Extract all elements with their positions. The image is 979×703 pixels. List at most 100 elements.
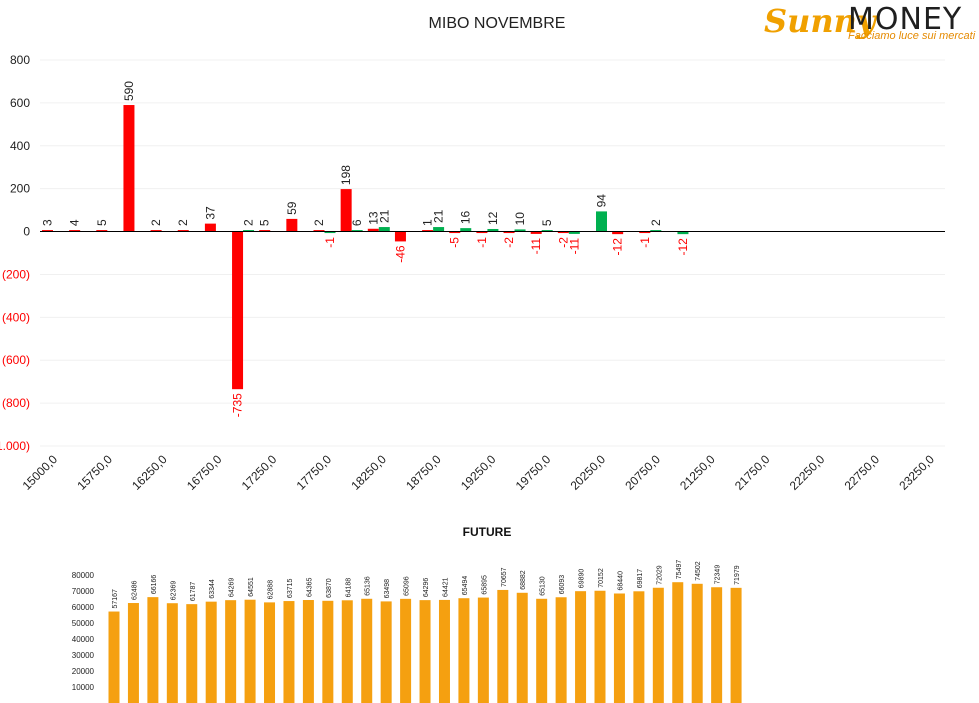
x-tick-label: 16750,0 bbox=[184, 452, 225, 493]
data-label: -1 bbox=[475, 237, 489, 248]
future-chart: FUTURE 80000 70000 60000 50000 40000 30000 2000… bbox=[72, 525, 742, 703]
data-label: 21 bbox=[432, 209, 446, 223]
future-data-label: 66166 bbox=[151, 575, 158, 595]
y-tick-label: (400) bbox=[2, 310, 30, 324]
data-label: 21 bbox=[377, 209, 391, 223]
future-data-label: 65494 bbox=[462, 576, 469, 596]
sunny-money-logo: Sunny MONEY Facciamo luce sui mercati bbox=[756, 0, 976, 44]
x-tick-label: 21250,0 bbox=[677, 452, 718, 493]
data-label: 2 bbox=[242, 219, 256, 226]
data-label: 16 bbox=[459, 210, 473, 224]
bar bbox=[394, 231, 406, 242]
future-bar bbox=[497, 589, 509, 703]
future-data-label: 74502 bbox=[695, 561, 702, 581]
y-tick-label: 200 bbox=[10, 182, 30, 196]
future-data-label: 71979 bbox=[734, 565, 741, 585]
data-label: 6 bbox=[350, 219, 364, 226]
future-data-label: 63344 bbox=[209, 579, 216, 599]
future-bar bbox=[205, 601, 217, 703]
future-bar bbox=[264, 602, 276, 703]
future-bar bbox=[127, 603, 139, 703]
data-label: 5 bbox=[258, 219, 272, 226]
x-tick-label: 19250,0 bbox=[458, 452, 499, 493]
data-label: 10 bbox=[513, 212, 527, 226]
bar bbox=[568, 231, 580, 234]
data-label: -1 bbox=[638, 237, 652, 248]
x-tick-label: 16250,0 bbox=[129, 452, 170, 493]
x-tick-label: 22250,0 bbox=[787, 452, 828, 493]
bar bbox=[351, 230, 363, 232]
bar bbox=[476, 231, 488, 234]
data-label: 590 bbox=[122, 81, 136, 101]
bar bbox=[42, 230, 53, 232]
future-bar bbox=[438, 599, 450, 703]
future-y-tick-label: 40000 bbox=[72, 635, 95, 644]
future-y-tick-label: 20000 bbox=[72, 667, 95, 676]
y-tick-label: (1.000) bbox=[0, 439, 30, 453]
future-data-label: 70657 bbox=[501, 567, 508, 587]
future-bar bbox=[225, 600, 237, 703]
y-tick-label: (600) bbox=[2, 353, 30, 367]
bar bbox=[232, 231, 244, 390]
data-label: -2 bbox=[556, 237, 570, 248]
future-data-label: 63870 bbox=[326, 578, 333, 598]
x-tick-label: 18750,0 bbox=[403, 452, 444, 493]
future-data-label: 70152 bbox=[598, 568, 605, 588]
logo-tagline: Facciamo luce sui mercati bbox=[848, 30, 976, 42]
data-label: 94 bbox=[595, 194, 609, 208]
bar bbox=[204, 223, 216, 232]
future-bar bbox=[652, 587, 664, 703]
future-data-label: 62369 bbox=[170, 581, 177, 601]
x-tick-label: 15750,0 bbox=[74, 452, 115, 493]
data-label: 5 bbox=[95, 219, 109, 226]
x-tick-label: 23250,0 bbox=[896, 452, 937, 493]
logo-word: MONEY bbox=[848, 2, 963, 37]
bar bbox=[530, 231, 542, 234]
data-label: -1 bbox=[323, 237, 337, 248]
bar bbox=[639, 231, 651, 234]
x-tick-label: 20750,0 bbox=[622, 452, 663, 493]
bar bbox=[503, 231, 515, 234]
future-y-tick-label: 30000 bbox=[72, 651, 95, 660]
future-bar bbox=[322, 600, 334, 703]
data-label: -11 bbox=[567, 238, 581, 255]
bar bbox=[596, 211, 607, 232]
future-bar bbox=[575, 591, 587, 703]
future-bar bbox=[400, 598, 412, 703]
x-tick-label: 17250,0 bbox=[239, 452, 280, 493]
data-label: 1 bbox=[421, 219, 435, 226]
bar bbox=[449, 231, 461, 234]
future-data-label: 65895 bbox=[481, 575, 488, 595]
future-data-label: 68440 bbox=[617, 571, 624, 591]
bar bbox=[612, 231, 624, 235]
future-bar bbox=[147, 597, 159, 703]
bar bbox=[243, 230, 255, 232]
bar bbox=[557, 231, 569, 234]
x-tick-label: 22750,0 bbox=[842, 452, 883, 493]
data-label: -12 bbox=[611, 238, 625, 256]
future-bar bbox=[341, 600, 353, 703]
data-label: -11 bbox=[529, 238, 543, 255]
future-bar bbox=[419, 600, 431, 703]
future-data-label: 64296 bbox=[423, 578, 430, 598]
future-bar bbox=[730, 587, 742, 703]
future-data-label: 65096 bbox=[404, 576, 411, 596]
y-tick-label: (200) bbox=[2, 267, 30, 281]
y-tick-label: 600 bbox=[10, 96, 30, 110]
bar bbox=[324, 231, 336, 234]
bar bbox=[650, 230, 662, 232]
bar bbox=[487, 228, 499, 232]
bar bbox=[340, 189, 352, 232]
data-label: 37 bbox=[203, 206, 217, 220]
bar bbox=[123, 105, 135, 232]
bar bbox=[422, 230, 434, 232]
future-data-label: 64188 bbox=[345, 578, 352, 598]
future-data-label: 63715 bbox=[287, 578, 294, 598]
future-bar bbox=[613, 593, 625, 703]
future-bar bbox=[672, 582, 684, 703]
future-bar bbox=[594, 590, 606, 703]
future-y-tick-label: 60000 bbox=[72, 603, 95, 612]
future-bar bbox=[691, 583, 703, 703]
bar bbox=[514, 229, 526, 232]
future-bar bbox=[166, 603, 178, 703]
